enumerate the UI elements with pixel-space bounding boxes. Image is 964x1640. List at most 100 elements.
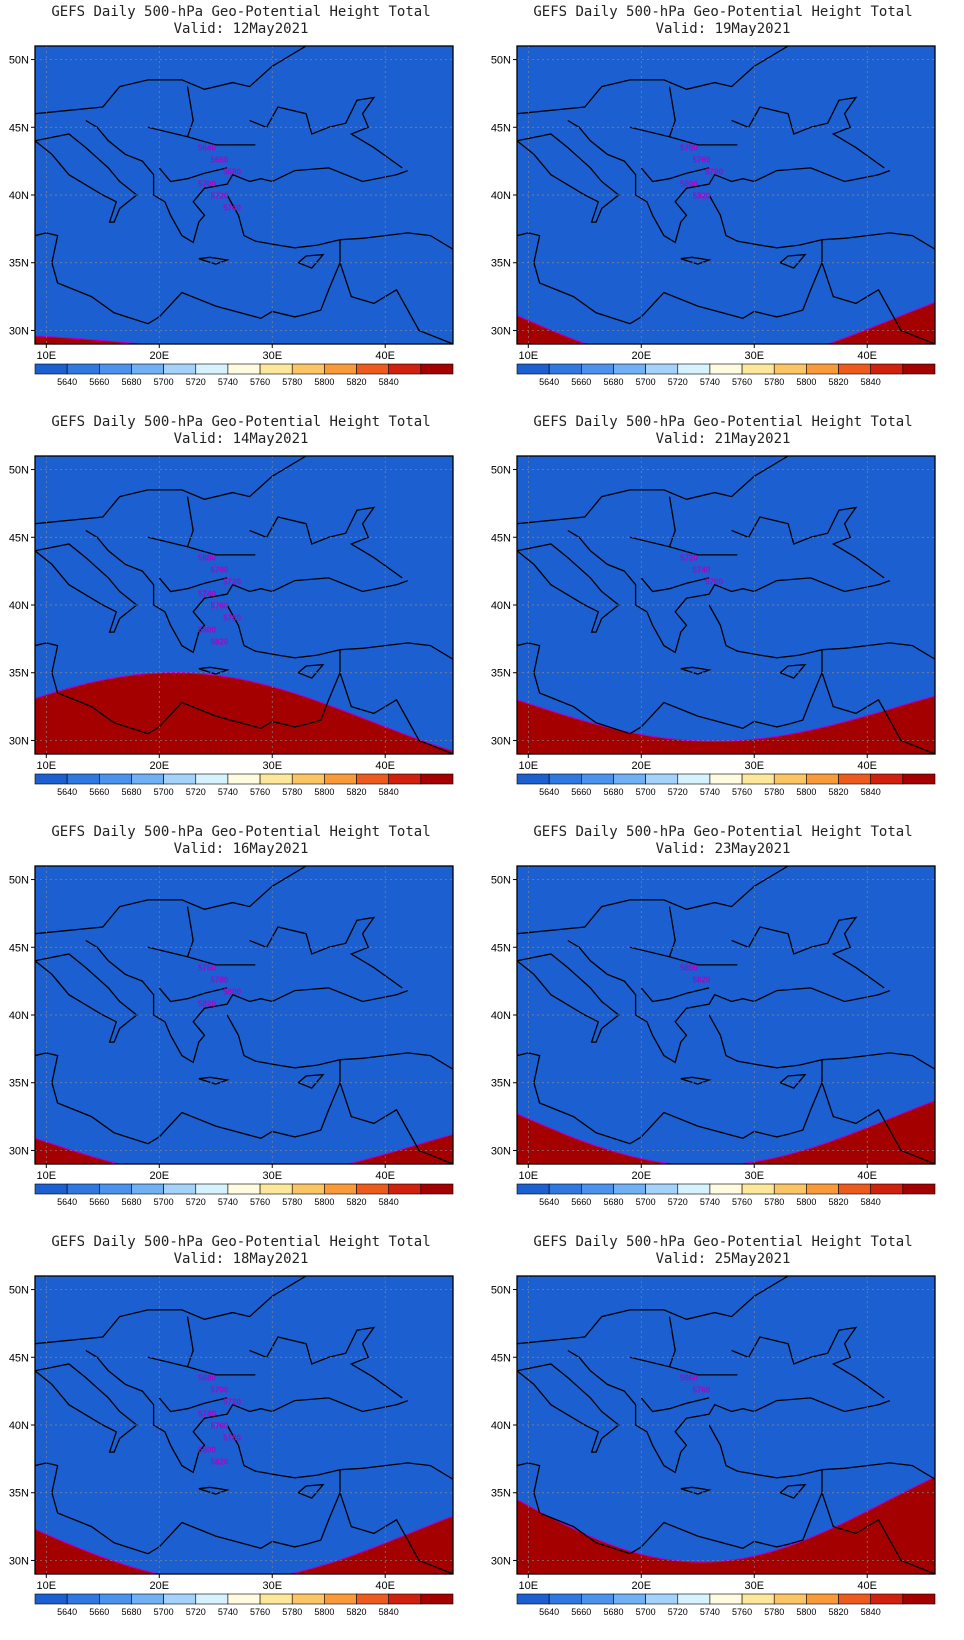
colorbar-swatch <box>324 773 357 785</box>
colorbar-swatch <box>645 1183 679 1195</box>
contour-label: 5820 <box>693 975 711 984</box>
colorbar-swatch <box>195 1593 229 1605</box>
coastline <box>339 642 453 660</box>
colorbar-swatch <box>99 1593 132 1605</box>
colorbar-label: 5780 <box>282 1197 302 1207</box>
colorbar-swatch <box>709 1183 743 1195</box>
colorbar-label: 5820 <box>829 787 849 797</box>
coastline <box>249 916 403 989</box>
colorbar-swatch <box>870 1593 904 1605</box>
colorbar-label: 5660 <box>89 1607 109 1617</box>
map-svg: 5680 5700 5720 5740 5760 5780 5800 5820 50N 45N 40… <box>9 455 454 797</box>
colorbar-label: 5740 <box>700 1607 720 1617</box>
lon-tick-label: 30E <box>262 1580 282 1592</box>
contour-line <box>35 671 453 752</box>
colorbar-swatch <box>838 1593 871 1605</box>
colorbar-swatch <box>516 363 550 375</box>
colorbar-label: 5640 <box>57 1197 77 1207</box>
colorbar-swatch <box>34 773 68 785</box>
panel-title: GEFS Daily 500-hPa Geo-Potential Height … <box>51 4 431 20</box>
coastline <box>640 987 710 1003</box>
contour-label: 5700 <box>680 143 698 152</box>
colorbar-label: 5780 <box>764 1197 784 1207</box>
colorbar-swatch <box>741 363 775 375</box>
coastline <box>35 543 138 633</box>
coastline <box>198 256 230 265</box>
colorbar-swatch <box>291 363 325 375</box>
colorbar-swatch <box>645 1593 679 1605</box>
coastline <box>680 1076 712 1085</box>
coastline <box>35 46 307 115</box>
colorbar-swatch <box>838 773 871 785</box>
coastline <box>297 1483 325 1499</box>
colorbar-swatch <box>420 1183 454 1195</box>
coastline <box>249 1326 403 1399</box>
coastline <box>35 456 307 525</box>
colorbar-swatch <box>548 1593 582 1605</box>
coastline <box>35 1276 307 1345</box>
lon-tick-label: 40E <box>857 1580 877 1592</box>
lat-tick-label: 35N <box>9 668 29 680</box>
colorbar-swatch <box>773 1183 807 1195</box>
colorbar-swatch <box>838 1183 871 1195</box>
colorbar-swatch <box>163 1183 197 1195</box>
coastline <box>35 1363 138 1453</box>
colorbar-swatch <box>806 363 839 375</box>
colorbar-swatch <box>613 773 646 785</box>
colorbar-label: 5680 <box>603 377 623 387</box>
coastline <box>821 1462 935 1480</box>
colorbar-swatch <box>131 1593 164 1605</box>
colorbar-swatch <box>645 773 679 785</box>
colorbar-label: 5720 <box>186 1607 206 1617</box>
map-svg: 5680 5700 5720 5740 5760 5780 5800 5820 50N 45N 40… <box>9 1275 454 1617</box>
coastline <box>339 232 453 250</box>
colorbar-label: 5680 <box>121 1607 141 1617</box>
lat-tick-label: 50N <box>9 1285 29 1297</box>
colorbar-label: 5800 <box>314 377 334 387</box>
fill-band <box>35 866 453 1164</box>
colorbar-label: 5720 <box>186 1197 206 1207</box>
colorbar-swatch <box>902 773 936 785</box>
panel-valid-date: Valid: 19May2021 <box>655 21 791 37</box>
contour-label: 5680 <box>198 1373 216 1382</box>
coastline <box>198 1486 230 1495</box>
contour-line <box>517 695 935 742</box>
lat-tick-label: 35N <box>491 668 511 680</box>
colorbar-swatch <box>773 363 807 375</box>
fill-band <box>517 866 935 1164</box>
coastline <box>147 126 256 146</box>
colorbar-label: 5840 <box>861 1607 881 1617</box>
colorbar-label: 5780 <box>282 1607 302 1617</box>
colorbar-swatch <box>709 1593 743 1605</box>
panel-valid-date: Valid: 21May2021 <box>655 431 791 447</box>
coastline <box>158 1397 228 1413</box>
contour-label: 5740 <box>223 203 241 212</box>
colorbar-swatch <box>388 363 422 375</box>
colorbar-swatch <box>581 773 614 785</box>
colorbar-label: 5700 <box>636 787 656 797</box>
colorbar-label: 5680 <box>121 1197 141 1207</box>
colorbar-swatch <box>259 773 293 785</box>
colorbar-swatch <box>66 1183 100 1195</box>
map-panel: GEFS Daily 500-hPa Geo-Potential Height … <box>482 410 964 820</box>
panel-valid-date: Valid: 14May2021 <box>173 431 309 447</box>
lon-tick-label: 20E <box>149 1170 169 1182</box>
lat-tick-label: 40N <box>9 600 29 612</box>
lon-tick-label: 10E <box>519 1170 539 1182</box>
lon-tick-label: 10E <box>37 1170 57 1182</box>
contour-label: 5800 <box>680 179 698 188</box>
lat-tick-label: 30N <box>9 325 29 337</box>
colorbar-label: 5720 <box>668 787 688 797</box>
colorbar-swatch <box>613 1183 646 1195</box>
contour-label: 5740 <box>198 589 216 598</box>
lat-tick-label: 45N <box>491 122 511 134</box>
colorbar-label: 5800 <box>796 1197 816 1207</box>
coastline <box>198 1076 230 1085</box>
colorbar-label: 5840 <box>861 1197 881 1207</box>
coastline <box>668 86 676 138</box>
map-svg: 5700 5760 5780 5800 5820 50N 45N 40N 35N 30N 10E 20… <box>491 45 936 387</box>
map-panel: GEFS Daily 500-hPa Geo-Potential Height … <box>0 820 482 1230</box>
contour-label: 5640 <box>198 143 216 152</box>
contour-label: 5660 <box>680 1373 698 1382</box>
colorbar-label: 5700 <box>154 787 174 797</box>
